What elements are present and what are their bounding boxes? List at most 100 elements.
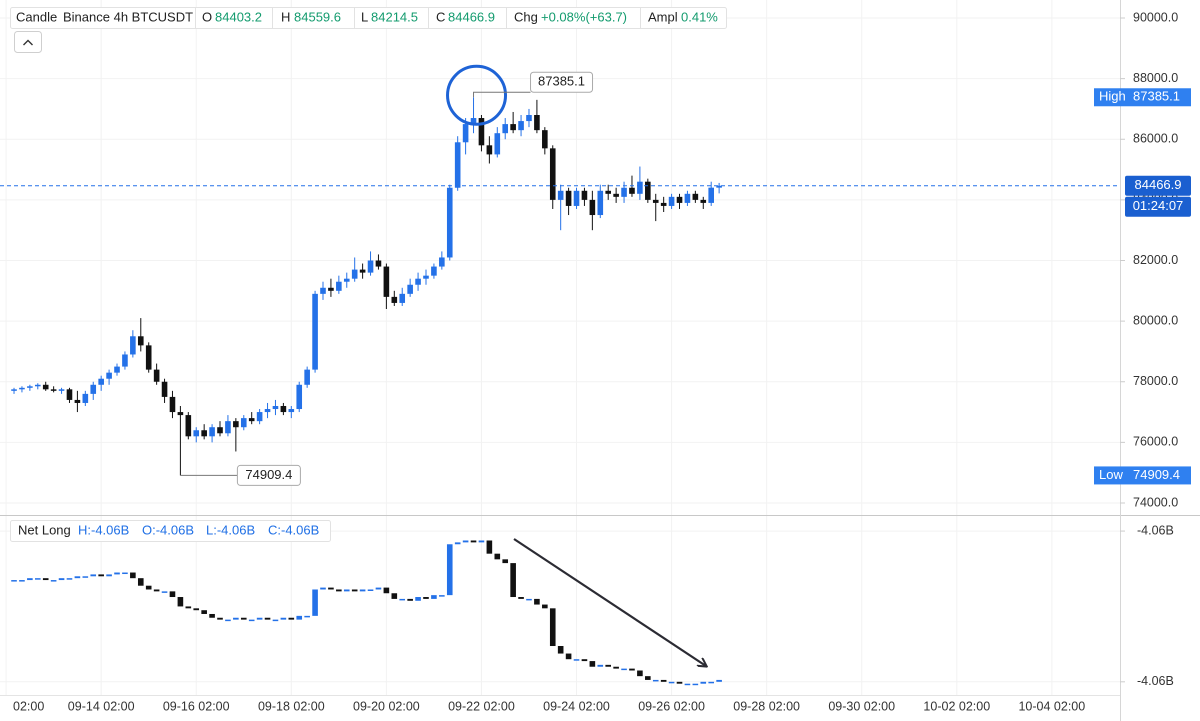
candle-body	[454, 142, 461, 188]
trend-arrow	[513, 538, 706, 666]
y-tick-label: -4.06B	[1137, 674, 1174, 688]
candle-body	[153, 369, 160, 382]
stat-label: Chg	[514, 9, 538, 24]
candle-body	[336, 281, 342, 291]
candle-body	[581, 190, 588, 200]
indicator-body	[645, 676, 651, 680]
indicator-body	[613, 666, 619, 669]
indicator-body	[486, 540, 493, 554]
indicator-body	[114, 572, 120, 575]
candle-body	[462, 124, 469, 143]
candle-body	[130, 336, 136, 355]
indicator-body	[700, 681, 707, 684]
candle-body	[605, 190, 612, 194]
indicator-body	[383, 587, 390, 594]
symbol: Binance 4h BTCUSDT	[63, 9, 193, 24]
candle-body	[652, 199, 659, 203]
axis-high-box	[1094, 88, 1191, 107]
indicator-body	[692, 683, 699, 686]
candle-body	[264, 409, 271, 413]
candle-body	[217, 427, 223, 434]
indicator-body	[375, 587, 382, 590]
indicator-body	[399, 598, 406, 601]
indicator-body	[597, 664, 604, 667]
candle-body	[431, 266, 437, 276]
indicator-body	[637, 670, 643, 677]
axis-low-name: Low	[1099, 467, 1123, 482]
y-tick-label: 80000.0	[1133, 313, 1178, 327]
indicator-body	[264, 617, 271, 620]
axis-layer: 74000.076000.078000.080000.082000.084000…	[13, 10, 1178, 713]
y-tick-label: 74000.0	[1133, 495, 1178, 509]
indicator-body	[415, 597, 421, 601]
candle-body	[122, 354, 128, 367]
candle-body	[629, 187, 635, 194]
indicator-body	[248, 619, 255, 622]
indicator-stat: H:-4.06B	[78, 522, 129, 537]
indicator-body	[676, 681, 683, 684]
x-tick-label: 10-02 02:00	[923, 699, 990, 713]
candle-body	[328, 287, 334, 291]
collapse-icon[interactable]	[23, 39, 33, 46]
header-legend: Candle Binance 4h BTCUSDT O 84403.2 H 84…	[10, 7, 727, 29]
candle-body	[534, 115, 540, 131]
candle-body	[320, 287, 326, 294]
indicator-body	[137, 578, 144, 586]
candle-body	[637, 181, 643, 194]
indicator-body	[11, 580, 17, 582]
candle-body	[42, 384, 49, 390]
indicator-body	[34, 578, 41, 580]
candle-body	[597, 190, 604, 216]
candle-body	[11, 389, 17, 391]
candle-body	[399, 293, 406, 303]
candle-body	[446, 187, 453, 258]
indicator-body	[391, 593, 398, 599]
indicator-body	[629, 668, 635, 671]
candle-body	[248, 418, 255, 422]
candle-body	[494, 133, 501, 155]
candle-body	[145, 345, 152, 370]
high-leader	[473, 91, 531, 98]
indicator-name: Net Long	[18, 522, 71, 537]
indicator-body	[122, 572, 128, 575]
candle-body	[621, 187, 627, 197]
candle-body	[240, 418, 247, 428]
candle-body	[280, 405, 287, 413]
indicator-body	[621, 668, 627, 671]
y-tick-label: 86000.0	[1133, 132, 1178, 146]
indicator-body	[502, 559, 509, 564]
y-tick-label: -4.06B	[1137, 523, 1174, 537]
x-tick-label: 09-20 02:00	[353, 699, 420, 713]
indicator-body	[494, 553, 501, 560]
candle-body	[573, 190, 580, 206]
indicator-body	[58, 578, 65, 581]
indicator-body	[42, 578, 49, 581]
y-tick-label: 82000.0	[1133, 253, 1178, 267]
collapse-button-box[interactable]	[14, 31, 42, 53]
stat-label: L	[361, 9, 368, 24]
indicator-body	[589, 661, 596, 667]
collapse-button[interactable]	[14, 31, 42, 53]
indicator-body	[304, 615, 310, 618]
candle-body	[74, 399, 81, 403]
indicator-body	[193, 608, 200, 611]
indicator-body	[82, 576, 89, 578]
header-box	[10, 7, 727, 29]
candle-body	[66, 389, 73, 400]
indicator-body	[280, 617, 287, 620]
candle-body	[185, 415, 192, 437]
countdown-box	[1125, 196, 1191, 217]
indicator-body	[478, 540, 485, 543]
stat-label: C	[436, 9, 445, 24]
candle-body	[645, 181, 651, 200]
axis-high-name: High	[1099, 89, 1126, 104]
x-tick-label: 02:00	[13, 699, 44, 713]
indicator-body	[470, 540, 477, 543]
indicator-body	[153, 589, 160, 592]
candle-body	[312, 293, 318, 370]
candle-body	[27, 386, 33, 388]
x-tick-label: 09-22 02:00	[448, 699, 515, 713]
indicator-body	[542, 604, 548, 609]
indicator-body	[296, 615, 303, 620]
